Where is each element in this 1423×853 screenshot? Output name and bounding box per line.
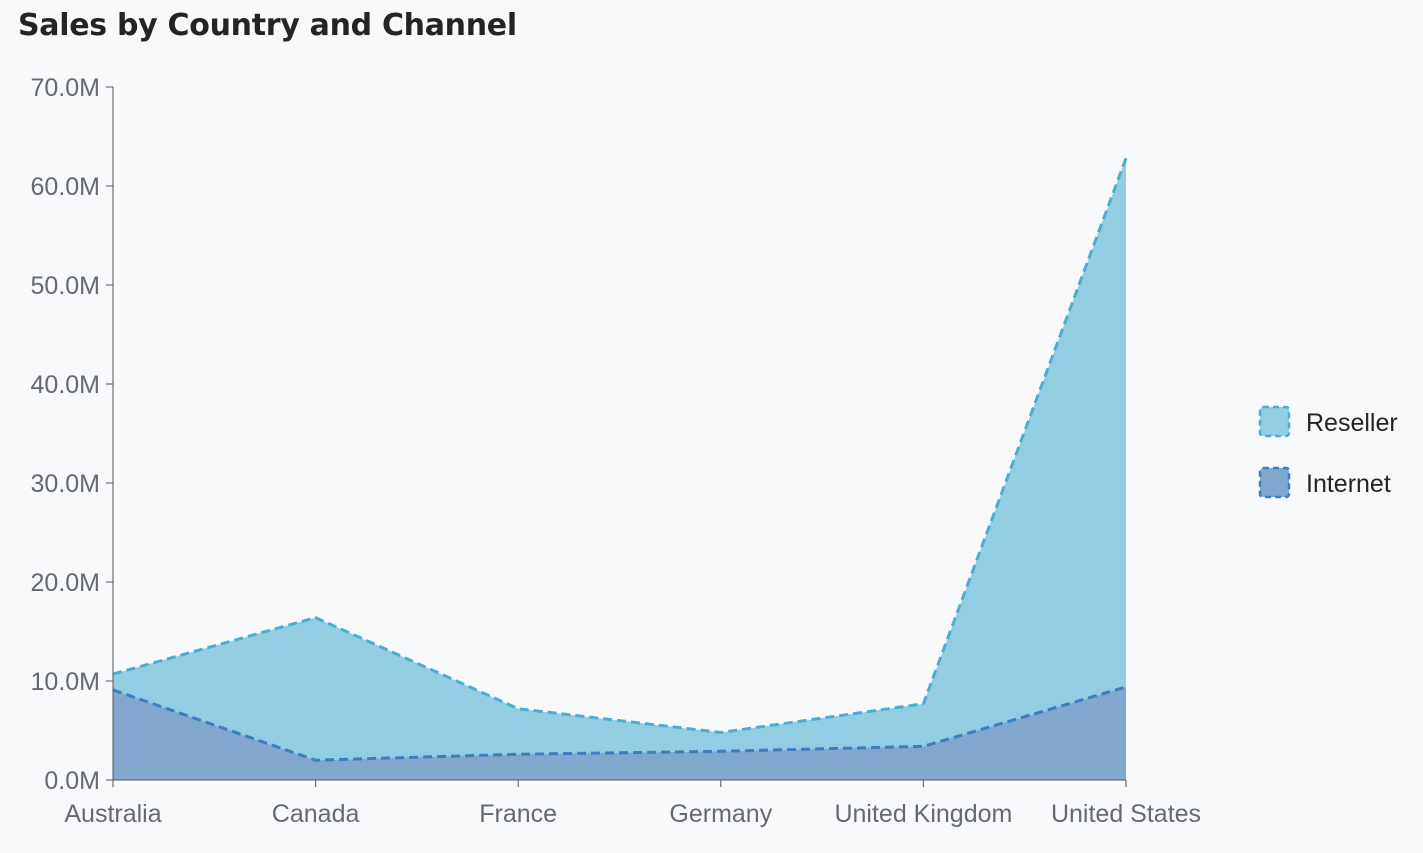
y-tick-label: 60.0M [31,173,100,201]
series-area-reseller [113,158,1126,761]
y-tick-label: 40.0M [31,371,100,399]
y-tick-label: 50.0M [31,272,100,300]
x-tick-label: Canada [272,800,360,828]
y-tick-label: 10.0M [31,668,100,696]
legend-label-reseller: Reseller [1306,409,1398,437]
y-tick-label: 70.0M [31,74,100,102]
series-line-reseller [112,157,1128,734]
x-tick-label: France [479,800,557,828]
y-tick-label: 0.0M [44,767,100,795]
legend-label-internet: Internet [1306,470,1391,498]
x-tick-label: Germany [669,800,772,828]
x-tick-label: United Kingdom [834,800,1012,828]
legend-item-internet: Internet [1258,466,1391,499]
series-line-internet [112,685,1127,762]
legend-swatch-reseller [1258,405,1291,438]
legend-swatch-internet [1258,466,1291,499]
legend-item-reseller: Reseller [1258,405,1398,438]
chart-title: Sales by Country and Channel [18,8,517,43]
x-tick-label: Australia [64,800,161,828]
x-tick-label: United States [1051,800,1201,828]
y-tick-label: 30.0M [31,470,100,498]
series-area-internet [113,686,1126,780]
y-tick-label: 20.0M [31,569,100,597]
